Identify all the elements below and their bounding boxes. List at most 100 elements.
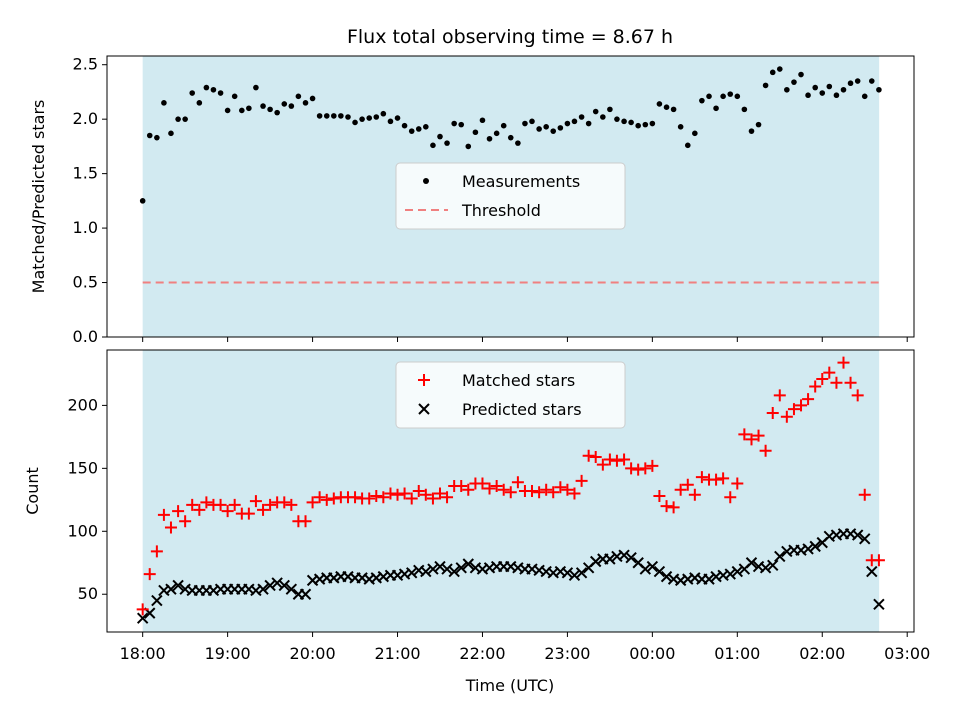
measurement-point [748,128,755,134]
predicted-star-point [151,594,163,607]
bottom-y-ticks: 50 100 150 200 [67,395,107,603]
top-y-ticks: 0.0 0.5 1.0 1.5 2.0 2.5 [73,55,107,346]
bottom-y-tick-label-1: 100 [67,521,98,540]
matched-star-point [773,389,786,402]
measurement-point [260,103,266,109]
measurement-point [670,106,677,113]
legend-threshold-label: Threshold [461,201,541,220]
measurement-point [649,120,656,127]
top-y-axis-label: Matched/Predicted stars [29,100,48,294]
predicted-star-point [427,563,439,575]
measurement-point [784,86,790,93]
matched-star-point [228,498,241,511]
x-tick-label-1: 19:00 [205,644,251,663]
x-tick-label-6: 00:00 [629,644,675,663]
x-tick-label-7: 01:00 [714,644,760,663]
measurement-point [762,82,769,89]
measurement-point [359,116,365,122]
matched-star-point [717,472,730,485]
measurement-point [203,84,210,91]
measurement-point [444,140,450,146]
predicted-star-point [639,563,652,575]
matched-star-point [278,496,291,509]
measurement-point [529,118,535,125]
matched-star-point [462,483,475,496]
bottom-x-ticks: 18:00 19:00 20:00 21:00 22:00 23:00 00:00 01:00… [120,632,930,663]
top-legend: Measurements Threshold [395,162,626,230]
matched-star-point [349,491,362,504]
top-panel: 0.0 0.5 1.0 1.5 2.0 2.5 Matched/Predicted sta… [29,55,915,346]
matched-star-point [306,496,319,509]
predicted-star-point [660,570,673,583]
predicted-star-point [873,598,885,611]
x-tick-label-8: 02:00 [799,644,845,663]
predicted-star-point [165,583,177,595]
matched-stars-series [136,356,885,616]
predicted-star-point [568,569,581,582]
measurement-point [798,71,804,78]
matched-star-point [688,488,701,501]
measurement-point [182,116,188,122]
predicted-star-point [731,565,744,578]
x-tick-label-0: 18:00 [120,644,166,663]
matched-star-point [285,498,298,511]
matched-star-point [554,481,567,494]
predicted-star-point [136,612,149,624]
measurement-point [331,113,337,119]
predicted-star-point [455,562,467,574]
measurement-point [854,78,861,84]
predicted-star-point [299,588,312,600]
matched-star-point [802,393,815,406]
measurement-point [281,101,288,107]
measurement-point [791,79,797,85]
matched-star-point [603,453,616,466]
predicted-star-point [462,558,474,570]
matched-star-point [625,462,638,475]
matched-star-point [193,503,206,516]
measurement-point [564,120,571,127]
measurement-point [239,107,245,114]
x-tick-label-4: 22:00 [459,644,505,663]
measurement-point [373,114,380,120]
predicted-star-point [859,533,871,545]
predicted-star-point [774,550,786,563]
measurement-point [713,105,719,112]
chart-title: Flux total observing time = 8.67 h [347,26,673,48]
predicted-star-point [278,579,290,592]
matched-star-point [830,376,843,389]
measurement-point [408,128,415,134]
top-legend-box [395,162,626,230]
measurement-point [168,130,174,137]
legend-matched-marker [418,374,430,386]
predicted-star-point [172,579,184,592]
matched-star-point [200,496,213,509]
matched-star-point [823,366,836,379]
measurement-point [458,121,465,128]
measurement-point [380,110,387,117]
matched-star-point [809,380,822,393]
x-tick-label-3: 21:00 [374,644,420,663]
predicted-star-point [618,549,630,561]
matched-star-point [710,473,723,486]
matched-star-point [674,483,687,496]
x-tick-label-9: 03:00 [884,644,930,663]
predicted-star-point [589,555,602,568]
measurement-point [465,143,472,150]
matched-star-point [384,487,397,500]
predicted-star-point [653,565,666,578]
matched-star-point [249,495,262,508]
measurement-point [607,106,613,113]
measurement-point [699,97,705,104]
matched-star-point [660,500,673,513]
matched-star-point [164,521,177,534]
predicted-star-point [646,560,659,573]
predicted-star-point [264,579,276,592]
predicted-star-point [575,567,588,579]
measurement-point [302,100,309,106]
matched-star-point [639,462,652,475]
matched-star-point [561,483,574,496]
matched-star-point [681,478,694,491]
measurement-point [876,86,882,93]
matched-star-point [632,463,645,476]
measurement-point [401,122,408,129]
